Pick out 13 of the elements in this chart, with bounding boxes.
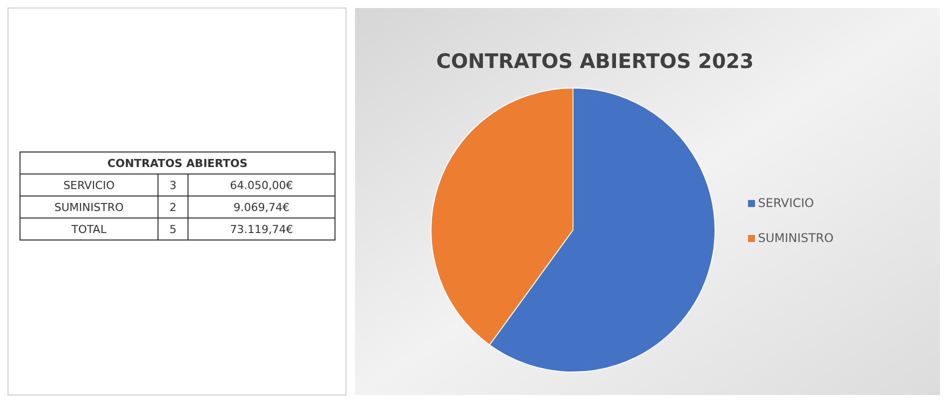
text: TOTAL <box>70 223 108 236</box>
legend-label: SERVICIO <box>758 196 814 210</box>
legend-label: SUMINISTRO <box>758 231 834 245</box>
text: 9.069,74€ <box>234 201 290 214</box>
text: SERVICIO <box>63 179 116 192</box>
text: CONTRATOS ABIERTOS <box>107 157 248 170</box>
text: 73.119,74€ <box>230 223 293 236</box>
text: 3 <box>170 179 176 192</box>
text: 5 <box>170 223 176 236</box>
text: 2 <box>170 201 176 214</box>
text: SUMINISTRO <box>54 201 124 214</box>
text: 64.050,00€ <box>230 179 293 192</box>
chart-title: CONTRATOS ABIERTOS 2023 <box>436 49 754 73</box>
